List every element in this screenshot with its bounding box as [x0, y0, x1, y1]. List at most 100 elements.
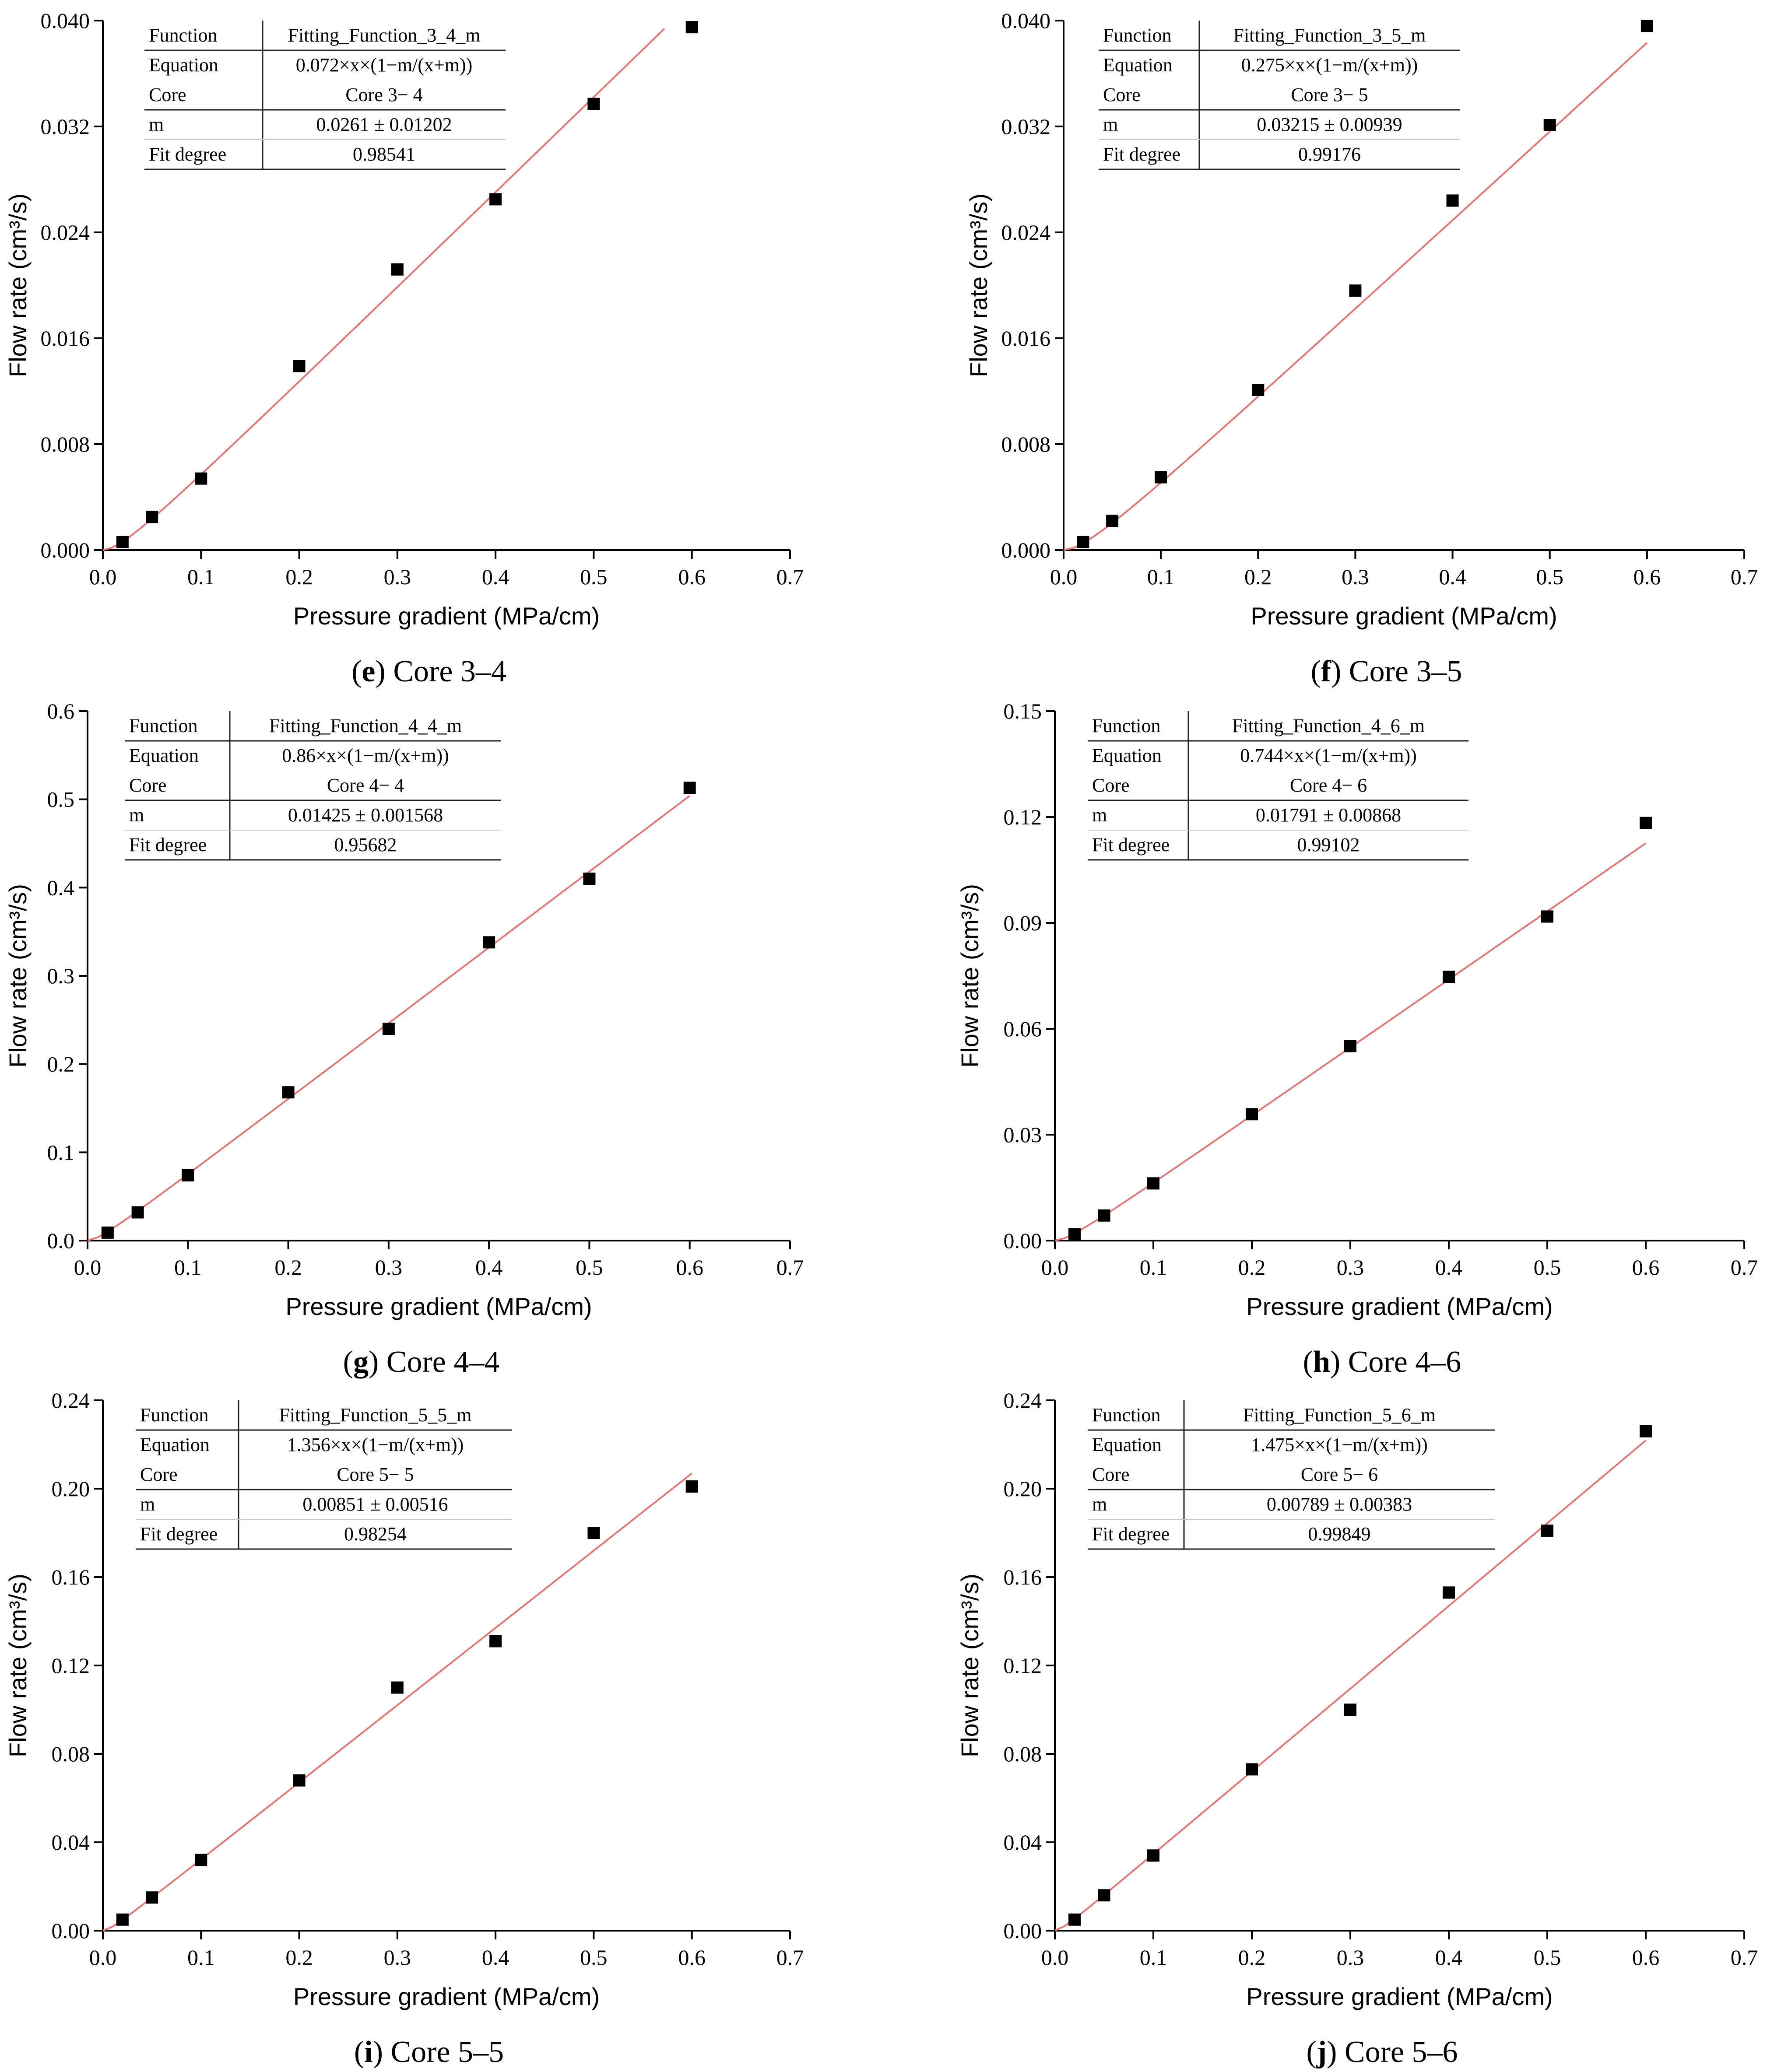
- caption-letter: i: [364, 2035, 372, 2069]
- x-tick-label: 0.5: [1536, 564, 1563, 589]
- caption-letter: f: [1321, 655, 1331, 688]
- panel-caption: (e) Core 3–4: [351, 655, 506, 688]
- caption-title: Core 3–5: [1349, 655, 1462, 688]
- table-row-label: Core: [129, 775, 167, 796]
- panel-caption: (f) Core 3–5: [1310, 655, 1462, 688]
- y-tick-label: 0.09: [1004, 911, 1042, 935]
- data-point: [1641, 20, 1653, 32]
- y-tick-label: 0.5: [47, 787, 75, 812]
- y-tick-label: 0.00: [1004, 1918, 1042, 1943]
- x-tick-label: 0.1: [1140, 1945, 1167, 1970]
- data-point: [282, 1086, 295, 1099]
- x-tick-label: 0.7: [1731, 564, 1758, 589]
- x-tick-label: 0.0: [74, 1255, 102, 1280]
- y-tick-label: 0.000: [41, 538, 90, 562]
- data-point: [293, 1774, 306, 1787]
- caption-paren-close: ): [373, 2035, 391, 2069]
- table-row-value: Fitting_Function_4_4_m: [269, 715, 462, 736]
- data-point: [195, 472, 207, 485]
- table-row-value: 1.475×x×(1−m/(x+m)): [1251, 1434, 1428, 1455]
- data-point: [1344, 1704, 1356, 1716]
- fit-table: Function Fitting_Function_3_4_m Equation 0.…: [144, 21, 506, 170]
- y-axis-title: Flow rate (cm³/s): [4, 193, 32, 377]
- caption-letter: e: [362, 655, 375, 688]
- chart-panel-h: 0.0 0.1 0.2 0.3 0.4 0.5 0.6 0.7 0.00 0.03 0.06 0.09…: [956, 699, 1758, 1379]
- data-point: [146, 1891, 158, 1904]
- x-axis-title: Pressure gradient (MPa/cm): [293, 1983, 600, 2010]
- y-tick-label: 0.040: [1001, 8, 1051, 33]
- x-axis-title: Pressure gradient (MPa/cm): [285, 1293, 592, 1320]
- caption-paren-close: ): [1327, 2035, 1345, 2069]
- caption-paren-open: (: [351, 655, 362, 688]
- table-row-label: Fit degree: [149, 144, 226, 165]
- x-tick-label: 0.3: [1342, 564, 1369, 589]
- y-tick-label: 0.008: [41, 432, 90, 456]
- table-row-label: m: [1092, 1494, 1107, 1515]
- y-tick-label: 0.16: [52, 1565, 90, 1589]
- table-row-value: Fitting_Function_4_6_m: [1232, 715, 1425, 736]
- x-axis-title: Pressure gradient (MPa/cm): [293, 602, 600, 630]
- caption-paren-open: (: [343, 1345, 353, 1379]
- caption-letter: h: [1313, 1345, 1330, 1379]
- data-point: [685, 1480, 698, 1493]
- data-point: [1106, 515, 1119, 527]
- y-tick-label: 0.032: [1001, 114, 1051, 139]
- y-tick-label: 0.2: [47, 1052, 75, 1076]
- x-tick-label: 0.7: [776, 1945, 804, 1970]
- data-point: [391, 1681, 404, 1694]
- table-row-value: 0.01791 ± 0.00868: [1256, 804, 1401, 826]
- data-point: [382, 1023, 395, 1035]
- data-point: [1640, 1425, 1652, 1437]
- chart-panel-g: 0.0 0.1 0.2 0.3 0.4 0.5 0.6 0.7 0.0 0.1 0.2 0.3 0.4 0…: [4, 699, 804, 1379]
- table-row-value: Fitting_Function_3_5_m: [1233, 25, 1426, 46]
- table-row-value: Fitting_Function_5_6_m: [1243, 1404, 1436, 1426]
- y-tick-label: 0.03: [1004, 1122, 1042, 1147]
- x-tick-label: 0.1: [1140, 1255, 1167, 1280]
- table-row-value: 0.00789 ± 0.00383: [1267, 1494, 1412, 1515]
- data-point: [587, 1527, 600, 1539]
- table-row-value: Core 4− 4: [327, 775, 404, 796]
- fit-table-background: [144, 21, 506, 169]
- fit-table: Function Fitting_Function_5_6_m Equation 1.…: [1088, 1400, 1495, 1550]
- data-point: [1349, 284, 1362, 297]
- x-tick-label: 0.3: [375, 1255, 403, 1280]
- table-row-label: Fit degree: [1092, 1523, 1170, 1545]
- x-tick-label: 0.5: [580, 1945, 608, 1970]
- data-point: [587, 98, 600, 110]
- x-tick-label: 0.4: [1439, 564, 1466, 589]
- x-tick-label: 0.2: [285, 1945, 313, 1970]
- table-row-label: Function: [1092, 1404, 1160, 1426]
- table-row-value: Core 3− 4: [345, 84, 422, 105]
- table-row-label: Equation: [1092, 1434, 1162, 1455]
- y-tick-label: 0.15: [1004, 699, 1042, 723]
- x-axis-title: Pressure gradient (MPa/cm): [1246, 1983, 1553, 2010]
- x-tick-label: 0.2: [274, 1255, 302, 1280]
- x-tick-label: 0.1: [174, 1255, 202, 1280]
- data-point: [583, 873, 596, 885]
- table-row-value: 0.99102: [1297, 834, 1360, 855]
- caption-title: Core 5–6: [1345, 2035, 1458, 2069]
- x-tick-label: 0.2: [1244, 564, 1272, 589]
- data-point: [1098, 1889, 1110, 1902]
- x-tick-label: 0.3: [384, 564, 411, 589]
- x-tick-label: 0.4: [482, 564, 509, 589]
- data-point: [1443, 1586, 1455, 1599]
- table-row-label: Equation: [129, 745, 199, 766]
- x-tick-label: 0.0: [1041, 1945, 1069, 1970]
- data-point: [1068, 1913, 1081, 1926]
- y-tick-label: 0.20: [52, 1476, 90, 1501]
- table-row-label: Core: [1092, 775, 1130, 796]
- table-row-value: 1.356×x×(1−m/(x+m)): [287, 1434, 464, 1455]
- y-tick-label: 0.16: [1004, 1565, 1042, 1589]
- table-row-value: 0.01425 ± 0.001568: [288, 804, 443, 826]
- table-row-label: Core: [140, 1464, 178, 1485]
- x-tick-label: 0.7: [1731, 1255, 1758, 1280]
- data-point: [1640, 817, 1652, 829]
- fit-table-background: [1088, 711, 1468, 860]
- data-point: [1246, 1108, 1258, 1121]
- table-row-label: Function: [129, 715, 197, 736]
- table-row-value: Fitting_Function_5_5_m: [279, 1404, 471, 1426]
- data-point: [131, 1206, 144, 1219]
- table-row-value: 0.98254: [344, 1523, 407, 1545]
